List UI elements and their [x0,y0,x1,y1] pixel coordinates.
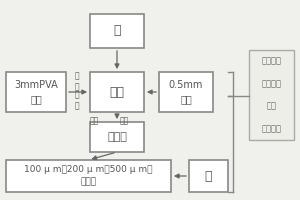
Text: 100 μ m（200 μ m、500 μ m）
煟矸石: 100 μ m（200 μ m、500 μ m） 煟矸石 [24,165,153,187]
Text: 透水系数: 透水系数 [262,124,281,133]
FancyBboxPatch shape [189,160,228,192]
FancyBboxPatch shape [6,160,171,192]
FancyBboxPatch shape [90,14,144,48]
FancyBboxPatch shape [90,122,144,152]
Text: 插入: 插入 [120,116,129,126]
Text: 抗压强度: 抗压强度 [262,57,281,66]
FancyBboxPatch shape [249,50,294,140]
Text: 0.5mm
中沙: 0.5mm 中沙 [169,80,203,104]
Text: 粘性物: 粘性物 [107,132,127,142]
FancyBboxPatch shape [6,72,66,112]
Text: 排
入: 排 入 [74,90,79,110]
Text: 水: 水 [205,170,212,182]
Text: 3mmPVA
纤维: 3mmPVA 纤维 [14,80,58,104]
Text: 勈裂强度: 勈裂强度 [262,79,281,88]
Text: 均
匀: 均 匀 [74,71,79,91]
Text: 密度: 密度 [266,102,277,111]
Text: 水: 水 [113,24,121,38]
FancyBboxPatch shape [159,72,213,112]
FancyBboxPatch shape [90,72,144,112]
Text: 水泥: 水泥 [110,86,124,98]
Text: 均匀: 均匀 [90,116,99,126]
